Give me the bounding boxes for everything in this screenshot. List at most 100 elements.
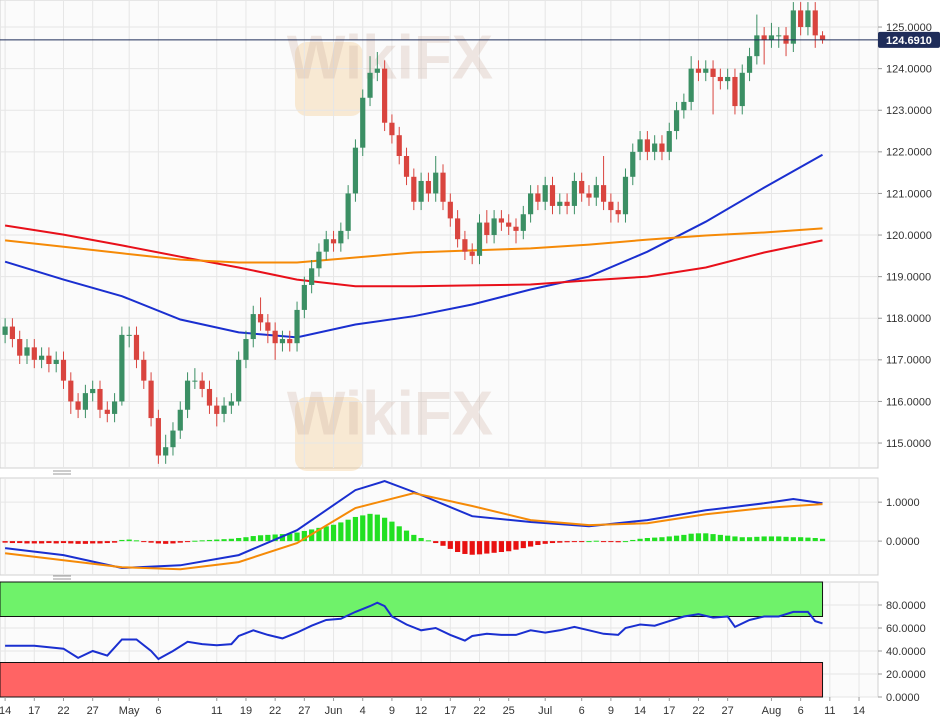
histogram-bar bbox=[425, 540, 432, 542]
histogram-bar bbox=[228, 538, 234, 542]
candle-body bbox=[790, 10, 796, 44]
candle-body bbox=[571, 180, 577, 206]
histogram-bar bbox=[323, 526, 329, 542]
candle-body bbox=[637, 139, 643, 152]
histogram-bar bbox=[352, 516, 359, 542]
candle-body bbox=[411, 176, 417, 202]
candle-body bbox=[330, 239, 337, 244]
candle-body bbox=[527, 193, 534, 215]
histogram-bar bbox=[695, 533, 702, 542]
histogram-bar bbox=[396, 526, 402, 542]
histogram-bar bbox=[520, 541, 526, 549]
histogram-bar bbox=[557, 541, 563, 543]
candle-body bbox=[659, 143, 665, 152]
histogram-bar bbox=[338, 522, 344, 542]
candle-body bbox=[396, 135, 402, 156]
x-tick-label: 6 bbox=[155, 705, 161, 717]
candle-body bbox=[60, 359, 67, 381]
x-tick-label: 4 bbox=[360, 705, 366, 717]
x-tick-label: 22 bbox=[692, 705, 704, 717]
candle-body bbox=[236, 359, 242, 402]
histogram-bar bbox=[447, 541, 453, 549]
candle-body bbox=[681, 101, 687, 111]
candle-body bbox=[141, 359, 147, 381]
candle-body bbox=[695, 68, 702, 73]
histogram-bar bbox=[710, 534, 716, 542]
histogram-bar bbox=[586, 541, 592, 543]
watermark: WikiFX bbox=[287, 23, 493, 92]
candle-body bbox=[688, 68, 694, 102]
histogram-bar bbox=[659, 537, 665, 542]
histogram-bar bbox=[265, 534, 271, 542]
candle-body bbox=[462, 239, 468, 252]
candle-body bbox=[469, 251, 475, 256]
candle-body bbox=[403, 156, 410, 177]
candle-body bbox=[31, 347, 37, 360]
x-tick-label: 9 bbox=[389, 705, 395, 717]
candle-body bbox=[520, 214, 526, 231]
y-tick-label: 40.0000 bbox=[886, 646, 926, 658]
candle-body bbox=[513, 226, 519, 231]
histogram-bar bbox=[17, 541, 23, 544]
histogram-bar bbox=[798, 537, 804, 542]
histogram-bar bbox=[703, 533, 709, 542]
candle-body bbox=[600, 185, 607, 202]
candle-body bbox=[666, 131, 672, 152]
histogram-bar bbox=[389, 521, 395, 542]
candle-body bbox=[622, 176, 629, 215]
histogram-bar bbox=[272, 534, 278, 542]
histogram-bar bbox=[564, 541, 570, 543]
y-tick-label: 118.0000 bbox=[886, 313, 931, 325]
candle-body bbox=[557, 201, 563, 206]
candle-body bbox=[746, 56, 753, 73]
histogram-bar bbox=[513, 541, 519, 550]
candle-body bbox=[97, 388, 103, 410]
candle-body bbox=[593, 185, 599, 198]
x-tick-label: Aug bbox=[762, 705, 782, 717]
histogram-bar bbox=[221, 539, 227, 542]
histogram-bar bbox=[133, 540, 140, 542]
last-price-box bbox=[878, 31, 940, 48]
candle-body bbox=[228, 401, 234, 406]
panel-grip[interactable] bbox=[53, 470, 71, 580]
candle-body bbox=[374, 68, 380, 73]
candle-body bbox=[812, 10, 818, 36]
candle-body bbox=[192, 380, 198, 382]
histogram-bar bbox=[243, 537, 249, 542]
x-tick-label: 27 bbox=[722, 705, 734, 717]
histogram-bar bbox=[24, 541, 30, 544]
candle-body bbox=[2, 326, 8, 335]
histogram-bar bbox=[805, 537, 811, 542]
histogram-bar bbox=[294, 532, 300, 542]
histogram-bar bbox=[31, 541, 37, 544]
candle-body bbox=[177, 409, 183, 431]
histogram-bar bbox=[382, 517, 388, 542]
candle-body bbox=[739, 72, 745, 107]
x-tick-label: Jul bbox=[538, 705, 552, 717]
histogram-bar bbox=[287, 533, 293, 542]
candle-body bbox=[447, 201, 453, 219]
candle-body bbox=[418, 180, 424, 202]
histogram-bar bbox=[163, 541, 169, 544]
candle-body bbox=[754, 35, 760, 57]
candle-body bbox=[768, 35, 775, 40]
histogram-bar bbox=[126, 539, 132, 542]
histogram-bar bbox=[214, 539, 220, 542]
candle-body bbox=[717, 76, 723, 82]
histogram-bar bbox=[316, 527, 322, 542]
histogram-bar bbox=[776, 536, 782, 542]
y-tick-label: 122.0000 bbox=[886, 147, 932, 159]
x-tick-label: 6 bbox=[798, 705, 804, 717]
x-tick-label: 22 bbox=[269, 705, 281, 717]
candle-body bbox=[323, 239, 329, 252]
y-tick-label: 115.0000 bbox=[886, 438, 931, 450]
histogram-bar bbox=[301, 530, 307, 542]
histogram-bar bbox=[403, 530, 410, 542]
x-tick-label: 25 bbox=[503, 705, 515, 717]
candle-body bbox=[39, 355, 45, 360]
histogram-bar bbox=[535, 541, 541, 546]
histogram-bar bbox=[192, 540, 198, 542]
indicator-line bbox=[4, 224, 823, 288]
